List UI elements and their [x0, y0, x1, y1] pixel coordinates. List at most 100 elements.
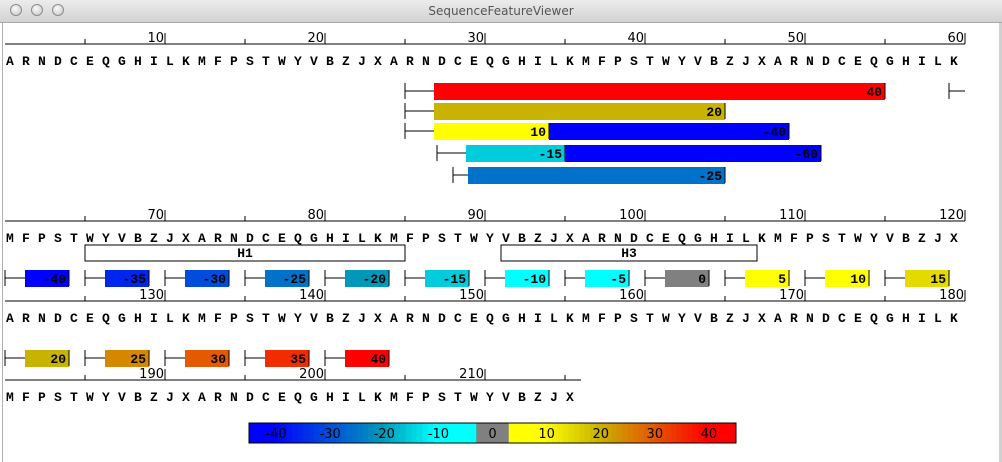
- legend-gradient-segment: [449, 423, 456, 443]
- residue-letter: A: [390, 311, 398, 326]
- residue-letter: S: [438, 231, 446, 246]
- residue-letter: G: [694, 231, 702, 246]
- helix-box: [84, 244, 406, 262]
- ruler-label: 150: [459, 288, 484, 303]
- residue-letter: W: [278, 311, 286, 326]
- residue-letter: K: [758, 231, 766, 246]
- zoom-window-button[interactable]: [52, 4, 64, 16]
- residue-letter: S: [54, 231, 62, 246]
- feature-score-label: 0: [698, 272, 706, 287]
- legend-gradient-segment: [416, 423, 423, 443]
- residue-letter: J: [358, 54, 366, 69]
- ruler-label: 160: [619, 288, 644, 303]
- residue-letter: I: [918, 54, 926, 69]
- residue-letter: K: [566, 311, 574, 326]
- minimize-window-button[interactable]: [31, 4, 43, 16]
- legend-gradient-segment: [535, 423, 542, 443]
- feature-score-label: 5: [778, 272, 786, 287]
- close-window-button[interactable]: [10, 4, 22, 16]
- residue-letter: Z: [726, 54, 734, 69]
- residue-letter: N: [614, 231, 622, 246]
- legend-gradient-segment: [589, 423, 596, 443]
- residue-letter: Z: [150, 390, 158, 405]
- feature-bar[interactable]: [185, 270, 229, 287]
- legend-gradient-segment: [681, 423, 688, 443]
- feature-bar[interactable]: [585, 270, 629, 287]
- residue-letter: Y: [486, 390, 494, 405]
- feature-bar[interactable]: [825, 270, 869, 287]
- residue-letter: I: [534, 311, 542, 326]
- legend-label: 10: [538, 427, 555, 442]
- residue-letter: C: [454, 311, 462, 326]
- residue-letter: D: [438, 54, 446, 69]
- legend-gradient-segment: [487, 423, 493, 443]
- legend-gradient-segment: [432, 423, 439, 443]
- feature-bar[interactable]: [105, 270, 149, 287]
- feature-score-label: 15: [930, 272, 946, 287]
- legend-gradient-segment: [530, 423, 537, 443]
- residue-letter: J: [166, 231, 174, 246]
- residue-letter: D: [822, 311, 830, 326]
- feature-bar[interactable]: [345, 270, 389, 287]
- ruler-label: 40: [627, 31, 644, 46]
- feature-score-label: -25: [283, 272, 307, 287]
- feature-bar[interactable]: [265, 270, 309, 287]
- legend-gradient-segment: [265, 423, 272, 443]
- residue-letter: N: [38, 54, 46, 69]
- feature-score-label: -15: [539, 147, 563, 162]
- feature-bar[interactable]: [905, 270, 949, 287]
- residue-letter: F: [22, 231, 30, 246]
- feature-bar[interactable]: [434, 83, 885, 100]
- legend-gradient-segment: [324, 423, 331, 443]
- residue-letter: Q: [102, 311, 110, 326]
- legend-label: 30: [647, 427, 664, 442]
- ruler-label: 50: [787, 31, 804, 46]
- residue-letter: A: [6, 311, 14, 326]
- residue-letter: F: [598, 311, 606, 326]
- residue-letter: Y: [870, 231, 878, 246]
- residue-letter: V: [502, 390, 510, 405]
- feature-bar[interactable]: [425, 270, 469, 287]
- legend-gradient-segment: [600, 423, 607, 443]
- feature-bar[interactable]: [434, 123, 549, 140]
- feature-score-label: -5: [610, 272, 626, 287]
- vertical-scrollbar-track[interactable]: [999, 23, 1002, 462]
- residue-letter: D: [54, 54, 62, 69]
- feature-bar[interactable]: [25, 350, 69, 367]
- feature-bar[interactable]: [466, 145, 565, 162]
- feature-bar[interactable]: [105, 350, 149, 367]
- feature-bar[interactable]: [25, 270, 69, 287]
- legend-gradient-segment: [562, 423, 569, 443]
- feature-bar[interactable]: [565, 145, 821, 162]
- residue-letter: W: [278, 54, 286, 69]
- legend-gradient-segment: [270, 423, 277, 443]
- residue-letter: C: [70, 311, 78, 326]
- feature-bar[interactable]: [505, 270, 549, 287]
- residue-letter: C: [838, 311, 846, 326]
- legend-gradient-segment: [346, 423, 353, 443]
- legend-gradient-segment: [514, 423, 521, 443]
- feature-viewer-canvas: 10 20 30 40 50 60 A R N D C E Q G H I L K M F P S T W Y V B Z J X A R N D…: [0, 23, 1002, 462]
- residue-letter: K: [566, 54, 574, 69]
- residue-letter: L: [742, 231, 750, 246]
- residue-letter: Y: [486, 231, 494, 246]
- residue-letter: Q: [294, 390, 302, 405]
- feature-bar[interactable]: [185, 350, 229, 367]
- residue-letter: G: [886, 54, 894, 69]
- feature-bar[interactable]: [434, 103, 725, 120]
- residue-letter: G: [118, 54, 126, 69]
- residue-letter: H: [326, 390, 334, 405]
- feature-bar[interactable]: [665, 270, 709, 287]
- feature-bar[interactable]: [549, 123, 789, 140]
- feature-bar[interactable]: [745, 270, 789, 287]
- legend-gradient-segment: [438, 423, 445, 443]
- residue-letter: Z: [150, 231, 158, 246]
- feature-bar[interactable]: [345, 350, 389, 367]
- feature-bar[interactable]: [265, 350, 309, 367]
- feature-bar[interactable]: [468, 167, 725, 184]
- residue-letter: Z: [342, 311, 350, 326]
- ruler-label: 130: [139, 288, 164, 303]
- residue-letter: L: [934, 311, 942, 326]
- residue-letter: T: [454, 231, 462, 246]
- residue-letter: T: [70, 390, 78, 405]
